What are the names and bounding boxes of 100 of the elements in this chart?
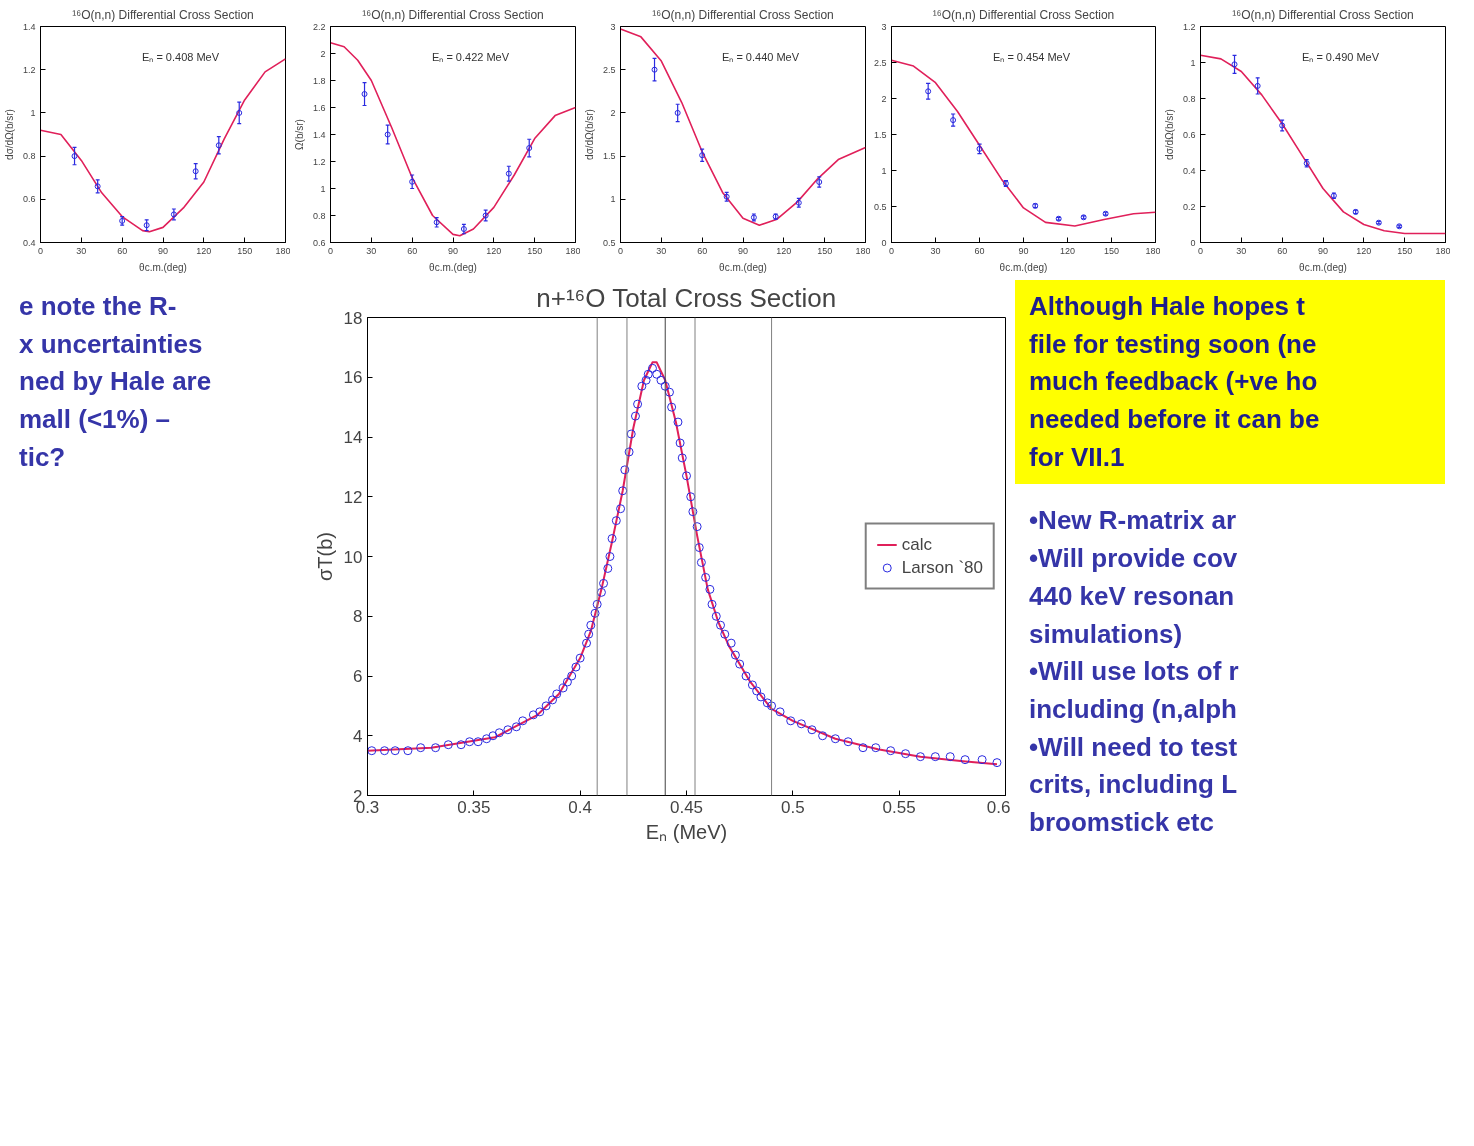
y-tick-label: 16 [343,368,363,388]
line-series [620,28,866,227]
y-tick-label: 10 [343,547,363,567]
x-tick-label: 150 [527,245,543,256]
annotation: Eₙ = 0.440 MeV [722,50,800,63]
text: Although Hale hopes t [1029,291,1305,321]
point [1254,82,1261,89]
x-tick-label: 0.45 [669,797,704,817]
y-tick-label: 1.4 [22,21,36,32]
x-tick-label: 90 [157,245,169,256]
y-tick-label: 0.5 [602,237,616,248]
y-tick-label: 1.2 [312,156,326,167]
text: •New R-matrix ar [1029,505,1237,536]
annotation: Eₙ = 0.408 MeV [142,50,220,63]
annotation: Eₙ = 0.490 MeV [1302,50,1380,63]
x-tick-label: 180 [855,245,871,256]
point [460,226,467,232]
point [674,109,681,116]
legend-label: Larson `80 [901,557,983,578]
y-tick-label: 0 [1190,237,1196,248]
x-tick-label: 180 [1435,245,1451,256]
x-tick-label: 0.4 [568,797,592,817]
y-tick-label: 14 [343,428,363,447]
x-tick-label: 180 [1145,245,1161,256]
chart-title: ¹⁶O(n,n) Differential Cross Section [362,7,544,22]
x-axis-title: Eₙ (MeV) [645,820,728,843]
point [361,91,368,97]
x-tick-label: 60 [974,245,985,256]
y-tick-label: 3 [881,21,887,32]
y-tick-label: 12 [343,487,363,507]
y-tick-label: 0.6 [312,237,326,248]
y-tick-label: 2.5 [602,64,616,75]
x-tick-label: 90 [447,245,459,256]
point [526,145,533,151]
annotation: Eₙ = 0.422 MeV [432,50,510,63]
x-tick-label: 0 [618,245,624,256]
point [925,88,932,95]
x-tick-label: 150 [237,245,253,256]
y-tick-label: 1.4 [312,129,326,140]
y-tick-label: 8 [353,607,363,627]
y-tick-label: 1.5 [873,129,887,140]
x-tick-label: 150 [1103,245,1120,256]
point [1231,61,1238,68]
text: x uncertainties [19,328,203,359]
x-tick-label: 30 [656,245,667,256]
text: e note the R- [19,291,177,321]
y-tick-label: 1.2 [22,64,36,75]
point [71,153,78,160]
x-tick-label: 90 [1317,245,1329,256]
point [409,178,416,185]
x-tick-label: 60 [407,245,418,256]
y-tick-label: 1 [610,194,616,205]
y-tick-label: 18 [343,308,363,328]
text: for VII.1 [1029,441,1125,472]
y-tick-label: 3 [610,21,616,32]
x-tick-label: 60 [697,245,708,256]
chart-title: ¹⁶O(n,n) Differential Cross Section [932,7,1115,22]
x-tick-label: 90 [737,245,749,256]
point [236,109,243,116]
point [651,66,658,73]
x-tick-label: 0 [38,245,44,256]
x-tick-label: 180 [275,245,291,256]
y-tick-label: 2 [610,107,616,118]
x-tick-label: 90 [1018,245,1029,256]
x-tick-label: 120 [1059,245,1076,256]
y-tick-label: 0 [881,237,887,248]
x-tick-label: 0 [328,245,334,256]
x-tick-label: 150 [1397,245,1413,256]
point [699,152,706,159]
y-tick-label: 1 [30,107,36,118]
text: tic? [19,441,66,472]
y-axis-title: dσ/dΩ(b/sr) [3,109,15,160]
y-axis-title: σT(b) [313,531,336,581]
y-tick-label: 1 [881,165,887,176]
y-tick-label: 2 [881,93,887,104]
x-tick-label: 0 [889,245,895,256]
x-tick-label: 180 [565,245,581,256]
y-tick-label: 0.2 [1182,201,1196,212]
x-tick-label: 30 [366,245,377,256]
chart-title: ¹⁶O(n,n) Differential Cross Section [1232,7,1414,22]
text: file for testing soon (ne [1029,328,1317,359]
y-tick-label: 2 [320,48,326,59]
x-axis-title: θc.m.(deg) [1299,261,1347,273]
x-tick-label: 0 [1198,245,1204,256]
x-tick-label: 60 [117,245,128,256]
text: simulations) [1029,618,1183,649]
y-tick-label: 0.6 [1182,129,1196,140]
x-tick-label: 120 [196,245,212,256]
text: •Will need to test [1029,731,1238,762]
y-tick-label: 0.8 [22,151,36,162]
x-axis-title: θc.m.(deg) [999,261,1048,273]
x-tick-label: 120 [1356,245,1372,256]
text: 440 keV resonan [1029,580,1235,611]
x-tick-label: 0.35 [457,797,491,817]
text: crits, including L [1029,769,1238,800]
y-tick-label: 2.2 [312,21,326,32]
text: mall (<1%) – [19,404,171,435]
y-tick-label: 2.5 [873,57,887,68]
x-tick-label: 0.6 [986,797,1011,817]
text: ned by Hale are [19,366,212,397]
